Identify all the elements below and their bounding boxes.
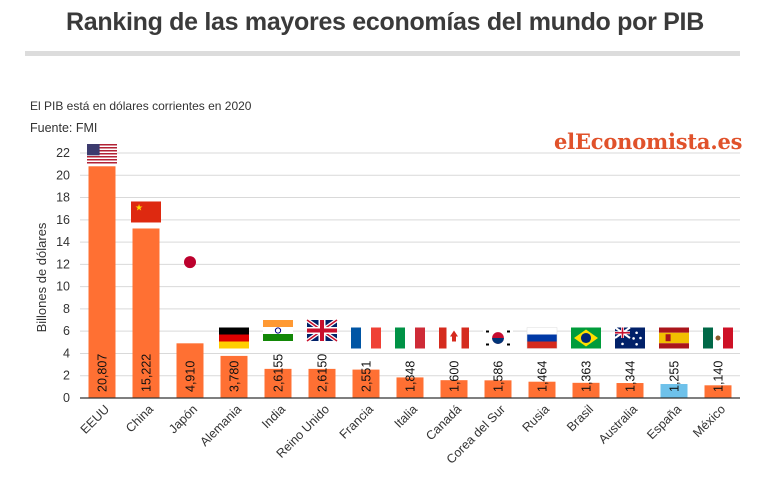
bar-rusia xyxy=(528,381,556,398)
bar-corea-del-sur xyxy=(484,380,512,398)
us-flag xyxy=(87,144,117,165)
bar-brasil xyxy=(572,382,600,398)
france-flag xyxy=(351,327,381,349)
title-divider xyxy=(25,51,740,56)
x-tick-label: Rusia xyxy=(520,402,553,435)
value-label: 3,780 xyxy=(228,361,242,392)
y-axis-label: Billones de dólares xyxy=(34,222,49,332)
x-tick-label: China xyxy=(123,402,156,435)
bar-francia xyxy=(352,369,380,398)
value-label: 2,6150 xyxy=(316,354,330,392)
x-tick-label: India xyxy=(259,402,288,431)
chart-subtitle: El PIB está en dólares corrientes en 202… xyxy=(30,99,252,113)
value-label: 1,363 xyxy=(580,361,594,392)
value-label: 1,600 xyxy=(448,361,462,392)
y-tick-label: 22 xyxy=(56,146,70,160)
canada-flag xyxy=(439,327,469,349)
value-label: 1,255 xyxy=(668,361,682,392)
y-tick-label: 6 xyxy=(63,324,70,338)
value-label: 20,807 xyxy=(96,354,110,392)
value-label: 2,6155 xyxy=(272,354,286,392)
value-label: 15,222 xyxy=(140,354,154,392)
y-tick-label: 20 xyxy=(56,168,70,182)
bar-australia xyxy=(616,383,644,398)
uk-flag xyxy=(305,318,339,343)
x-tick-label: México xyxy=(690,402,728,440)
chart-title: Ranking de las mayores economías del mun… xyxy=(66,8,704,36)
y-tick-label: 12 xyxy=(56,257,70,271)
y-tick-label: 4 xyxy=(63,346,70,360)
bar-canadá xyxy=(440,380,468,398)
x-tick-label: Brasil xyxy=(564,402,596,434)
bar-italia xyxy=(396,377,424,398)
y-tick-label: 16 xyxy=(56,213,70,227)
x-tick-label: Canadá xyxy=(423,402,464,443)
bar-japón xyxy=(176,343,204,398)
mexico-flag xyxy=(703,327,733,349)
bar-méxico xyxy=(704,385,732,398)
y-tick-label: 10 xyxy=(56,280,70,294)
y-tick-label: 18 xyxy=(56,191,70,205)
y-tick-label: 14 xyxy=(56,235,70,249)
chart-source: Fuente: FMI xyxy=(30,121,98,135)
bar-alemania xyxy=(220,355,248,398)
value-label: 4,910 xyxy=(184,361,198,392)
australia-flag xyxy=(614,326,645,349)
japan-flag xyxy=(184,256,196,269)
value-label: 1,848 xyxy=(404,361,418,392)
x-tick-label: Francia xyxy=(337,402,376,441)
value-label: 1,140 xyxy=(712,361,726,392)
y-tick-label: 0 xyxy=(63,391,70,405)
x-tick-label: EEUU xyxy=(78,402,112,436)
bar-india xyxy=(264,368,292,398)
spain-flag xyxy=(659,327,689,349)
brazil-flag xyxy=(571,327,601,349)
bar-españa xyxy=(660,384,688,398)
y-tick-label: 8 xyxy=(63,302,70,316)
x-tick-label: Alemania xyxy=(197,402,244,449)
india-flag xyxy=(263,320,293,341)
x-tick-label: Japón xyxy=(166,402,200,436)
y-tick-label: 2 xyxy=(63,369,70,383)
value-label: 1,586 xyxy=(492,361,506,392)
korea-flag xyxy=(483,327,513,349)
value-label: 1,344 xyxy=(624,361,638,392)
x-tick-label: Italia xyxy=(392,402,421,431)
germany-flag xyxy=(219,327,249,349)
value-label: 2,551 xyxy=(360,361,374,392)
x-tick-label: España xyxy=(644,402,684,442)
bar-china xyxy=(132,228,160,398)
value-label: 1,464 xyxy=(536,361,550,392)
bar-eeuu xyxy=(88,166,116,398)
china-flag: ★ xyxy=(131,201,161,223)
svg-text:★: ★ xyxy=(135,202,143,212)
brand-logo: elEconomista.es xyxy=(554,129,743,154)
bar-reino-unido xyxy=(308,368,336,398)
russia-flag xyxy=(526,327,558,349)
x-tick-label: Australia xyxy=(596,402,640,446)
italy-flag xyxy=(395,327,425,349)
